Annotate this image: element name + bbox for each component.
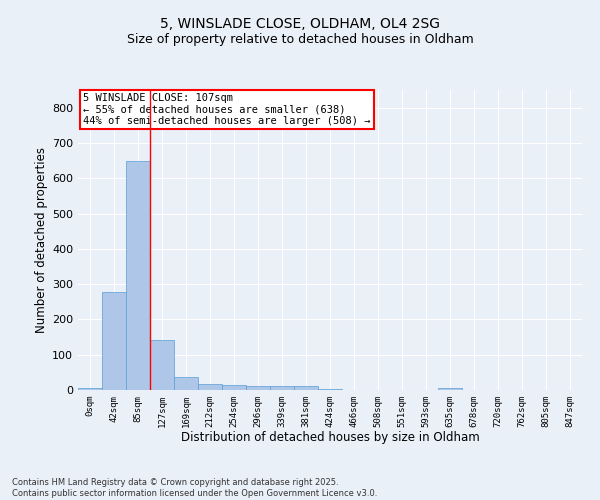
Text: Size of property relative to detached houses in Oldham: Size of property relative to detached ho… — [127, 32, 473, 46]
Y-axis label: Number of detached properties: Number of detached properties — [35, 147, 48, 333]
Text: Contains HM Land Registry data © Crown copyright and database right 2025.
Contai: Contains HM Land Registry data © Crown c… — [12, 478, 377, 498]
Bar — [270, 386, 294, 390]
Bar — [246, 386, 270, 390]
Bar — [222, 386, 246, 390]
Bar — [198, 384, 222, 390]
Bar — [150, 340, 174, 390]
Bar — [78, 388, 102, 390]
Bar — [318, 389, 342, 390]
Bar — [294, 386, 318, 390]
Bar — [126, 162, 150, 390]
Text: 5 WINSLADE CLOSE: 107sqm
← 55% of detached houses are smaller (638)
44% of semi-: 5 WINSLADE CLOSE: 107sqm ← 55% of detach… — [83, 93, 371, 126]
Text: 5, WINSLADE CLOSE, OLDHAM, OL4 2SG: 5, WINSLADE CLOSE, OLDHAM, OL4 2SG — [160, 18, 440, 32]
Bar — [102, 292, 126, 390]
X-axis label: Distribution of detached houses by size in Oldham: Distribution of detached houses by size … — [181, 432, 479, 444]
Bar — [174, 376, 198, 390]
Bar — [438, 388, 462, 390]
